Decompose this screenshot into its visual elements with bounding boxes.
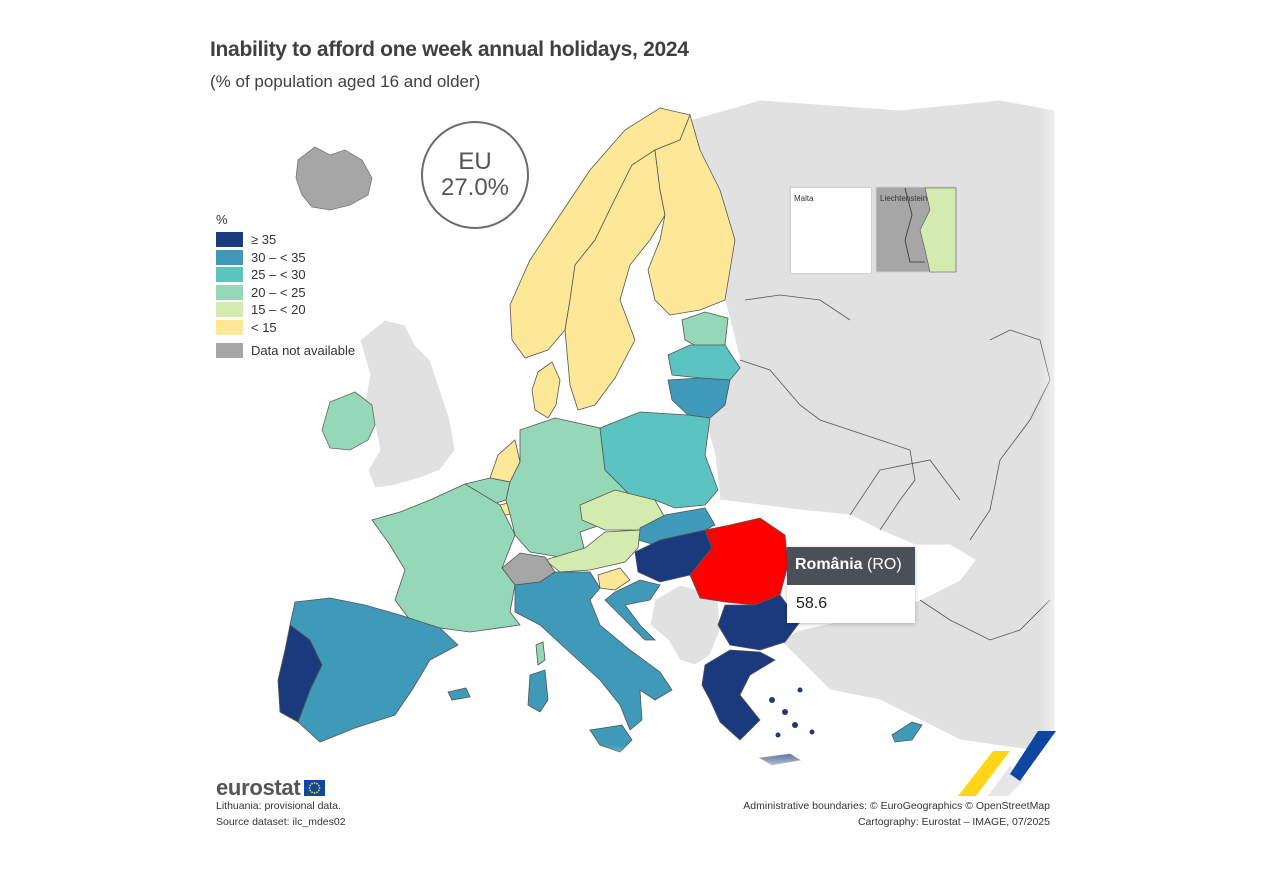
legend-label: < 15 [251,319,277,335]
footer-source: Source dataset: ilc_mdes02 [216,816,346,828]
legend-swatch [216,267,243,283]
finland[interactable] [647,113,736,316]
estonia[interactable] [681,311,729,349]
legend-label: 20 – < 25 [251,284,306,300]
legend-item: 25 – < 30 [216,266,355,284]
sardinia[interactable] [527,669,549,713]
croatia[interactable] [604,579,661,641]
legend-swatch [216,284,243,300]
logo-wordmark: eurostat [216,775,301,800]
switzerland-inset-border [904,187,925,263]
tooltip-country: România [795,556,863,573]
legend-item-not-available: Data not available [216,342,355,360]
poland[interactable] [599,411,719,509]
ireland[interactable] [321,391,376,451]
background-land [359,99,1056,751]
legend-swatch [216,343,243,359]
map-subtitle: (% of population aged 16 and older) [210,72,481,91]
lithuania[interactable] [667,377,731,419]
eurostat-logo: eurostat [216,775,326,801]
denmark[interactable] [531,361,561,419]
footer-left: Lithuania: provisional data. Source data… [216,798,346,830]
bulgaria[interactable] [717,594,801,651]
eu-average-badge: EU 27.0% [421,121,529,229]
legend-swatch [216,319,243,335]
liechtenstein-inset-shape[interactable] [919,187,957,273]
legend: % ≥ 35 30 – < 35 25 – < 30 20 – < 25 15 … [216,212,355,360]
legend-label: 30 – < 35 [251,249,306,265]
greek-islands [769,687,815,738]
italy[interactable] [514,571,673,731]
tooltip-code: (RO) [867,556,902,573]
eu-flag-icon [304,780,326,796]
legend-unit: % [216,212,228,227]
legend-item: 15 – < 20 [216,301,355,319]
slovenia[interactable] [597,567,631,591]
corsica[interactable] [535,641,546,666]
legend-label: 15 – < 20 [251,302,306,318]
legend-item: 20 – < 25 [216,284,355,302]
liechtenstein-inset: Liechtenstein [876,187,958,274]
legend-swatch [216,249,243,265]
map-title: Inability to afford one week annual holi… [210,38,689,61]
country-tooltip: România (RO) 58.6 [787,547,915,623]
legend-label: 25 – < 30 [251,267,306,283]
legend-swatch [216,232,243,248]
legend-item: 30 – < 35 [216,249,355,267]
eurostat-corner-mark [958,731,1056,796]
footer-cartography: Cartography: Eurostat – IMAGE, 07/2025 [857,816,1050,828]
eu-label: EU [458,148,492,175]
liechtenstein-inset-label: Liechtenstein [880,194,928,203]
legend-label: Data not available [251,343,356,359]
austria[interactable] [544,529,641,573]
iceland[interactable] [295,146,373,211]
footer-note: Lithuania: provisional data. [216,800,341,812]
footer-right: Administrative boundaries: © EuroGeograp… [743,798,1050,830]
eu-value: 27.0% [440,174,510,201]
portugal[interactable] [277,624,323,723]
malta-inset: Malta [790,187,872,274]
tooltip-header: România (RO) [787,547,915,585]
balearic-islands[interactable] [447,687,471,701]
france[interactable] [371,483,521,633]
greece[interactable] [701,649,776,741]
latvia[interactable] [667,344,741,381]
legend-item: ≥ 35 [216,231,355,249]
legend-item: < 15 [216,319,355,337]
legend-swatch [216,302,243,318]
footer-boundaries: Administrative boundaries: © EuroGeograp… [743,800,1050,812]
tooltip-value: 58.6 [796,595,828,612]
cyprus[interactable] [891,721,923,743]
sweden[interactable] [564,149,666,411]
malta-inset-label: Malta [794,194,814,203]
legend-label: ≥ 35 [251,232,277,248]
